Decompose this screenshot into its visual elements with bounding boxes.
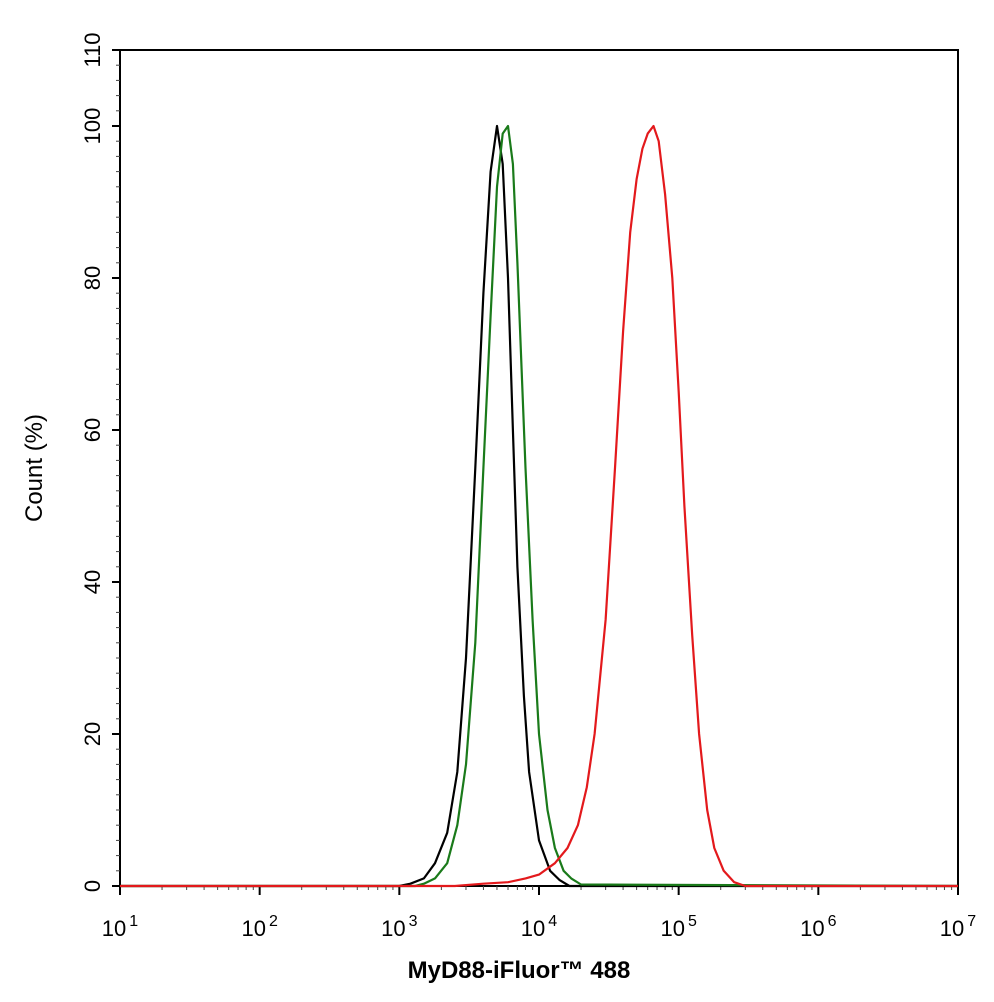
x-tick-label: 10 7 [940, 913, 976, 941]
y-tick-label: 80 [80, 266, 105, 290]
x-tick-label: 10 4 [521, 913, 557, 941]
x-axis-title: MyD88-iFluor™ 488 [408, 957, 631, 984]
x-axis-ticks: 10 1 10 2 10 3 10 4 10 5 10 6 10 7 [102, 886, 976, 941]
y-tick-label: 100 [80, 108, 105, 145]
y-tick-label: 60 [80, 418, 105, 442]
y-tick-label: 40 [80, 570, 105, 594]
minor-ticks [116, 64, 953, 890]
x-tick-label: 10 1 [102, 913, 138, 941]
y-axis-title: Count (%) [21, 414, 48, 522]
series-lines [120, 124, 959, 888]
y-tick-label: 0 [80, 880, 105, 892]
histogram-series-1 [120, 124, 958, 888]
x-tick-label: 10 3 [381, 913, 417, 941]
y-tick-label: 110 [80, 32, 105, 67]
x-tick-label: 10 5 [660, 913, 696, 941]
x-tick-label: 10 6 [800, 913, 836, 941]
y-axis-ticks: 0 20 40 60 80 100 110 [80, 32, 120, 892]
plot-area-border [119, 49, 959, 887]
plot-frame [119, 49, 959, 887]
histogram-series-3 [120, 124, 958, 888]
histogram-series-2 [120, 124, 959, 888]
y-tick-label: 20 [80, 722, 105, 746]
x-tick-label: 10 2 [241, 913, 277, 941]
